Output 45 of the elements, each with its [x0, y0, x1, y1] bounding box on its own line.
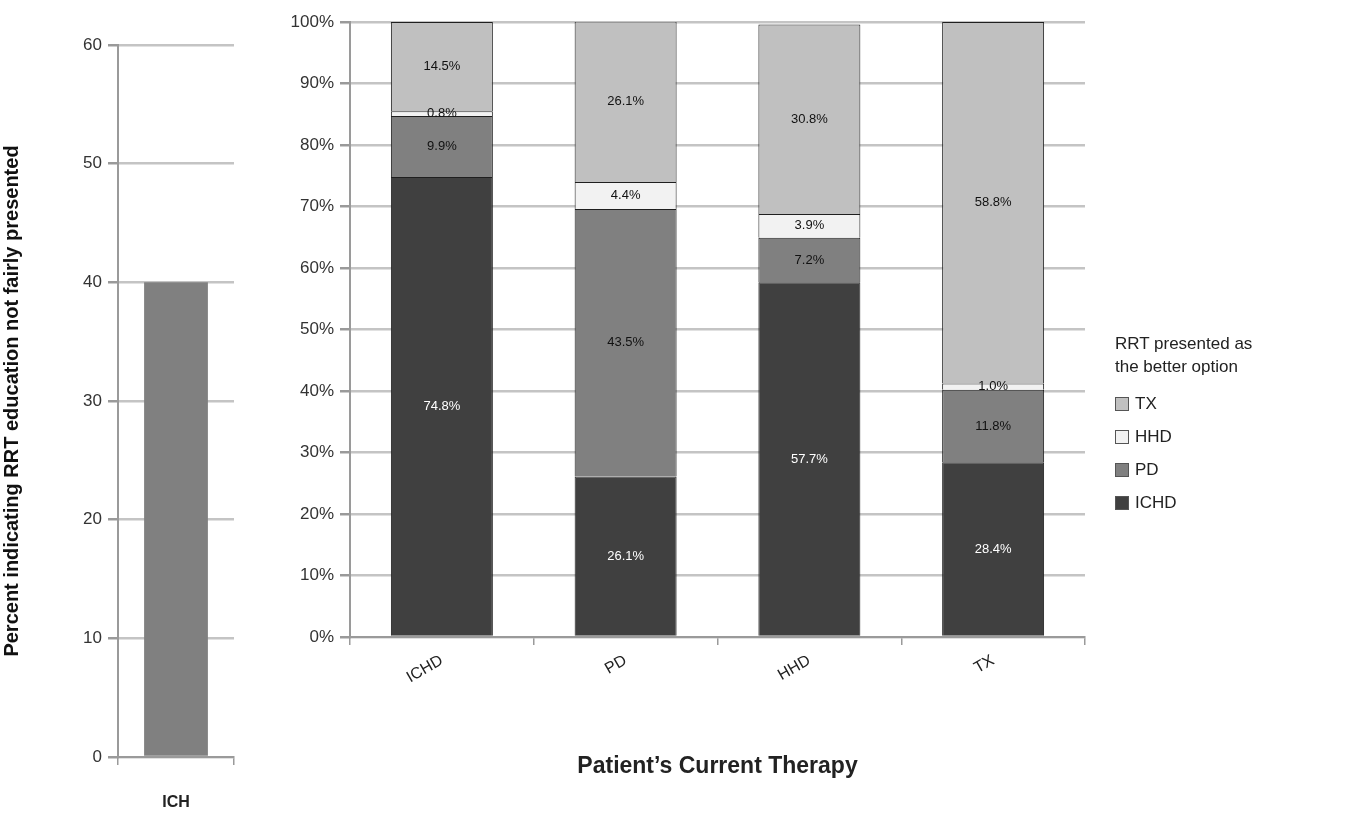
y-tick-label: 50	[83, 153, 102, 173]
x-tick-label: HHD	[774, 651, 814, 684]
data-label: 26.1%	[607, 93, 645, 109]
data-label: 14.5%	[423, 58, 461, 74]
x-axis-title: Patient’s Current Therapy	[577, 751, 858, 778]
x-tick-label: PD	[601, 651, 630, 677]
data-label: 74.8%	[423, 397, 461, 413]
legend-label: TX	[1135, 392, 1157, 415]
data-label: 28.4%	[974, 540, 1012, 556]
x-tick-label: ICH	[162, 793, 190, 811]
data-label: 58.8%	[974, 194, 1012, 210]
data-label: 30.8%	[790, 110, 829, 126]
text: HHD	[1135, 425, 1172, 448]
legend-title: RRT presented as the better option	[1115, 333, 1254, 378]
data-label: 11.8%	[975, 417, 1012, 433]
x-tick-label: TX	[970, 650, 998, 676]
data-label: 9.9%	[427, 138, 458, 154]
y-tick-label: 80%	[299, 134, 334, 154]
legend-label: ICHD	[1135, 491, 1177, 514]
legend-label: PD	[1135, 458, 1159, 481]
y-axis-title: Percent indicating RRT education not fairly presented	[0, 145, 22, 657]
y-tick-label: 40	[83, 272, 102, 292]
data-label: 7.2%	[794, 251, 825, 267]
data-label: 1.0%	[978, 378, 1009, 394]
y-tick-label: 60	[83, 34, 102, 54]
y-tick-label: 30%	[299, 442, 334, 462]
y-tick-label: 70%	[299, 196, 334, 216]
y-tick-label: 30	[83, 390, 102, 410]
y-tick-label: 50%	[299, 319, 334, 339]
data-label: 57.7%	[790, 450, 829, 466]
data-label: 43.5%	[607, 334, 645, 350]
y-tick-label: 0	[92, 746, 102, 766]
y-tick-label: 0%	[309, 626, 334, 646]
y-tick-label: 90%	[299, 73, 334, 93]
data-label: 3.9%	[794, 217, 825, 233]
y-tick-label: 100%	[290, 11, 334, 31]
y-tick-label: 60%	[299, 257, 334, 277]
y-tick-label: 10%	[299, 565, 334, 585]
y-tick-label: 10	[83, 628, 102, 648]
data-label: 26.1%	[607, 547, 645, 563]
y-tick-label: 40%	[299, 380, 334, 400]
y-tick-label: 20%	[299, 503, 334, 523]
x-tick-label: ICHD	[403, 651, 446, 686]
data-label: 4.4%	[610, 187, 641, 203]
y-tick-label: 20	[83, 509, 102, 529]
